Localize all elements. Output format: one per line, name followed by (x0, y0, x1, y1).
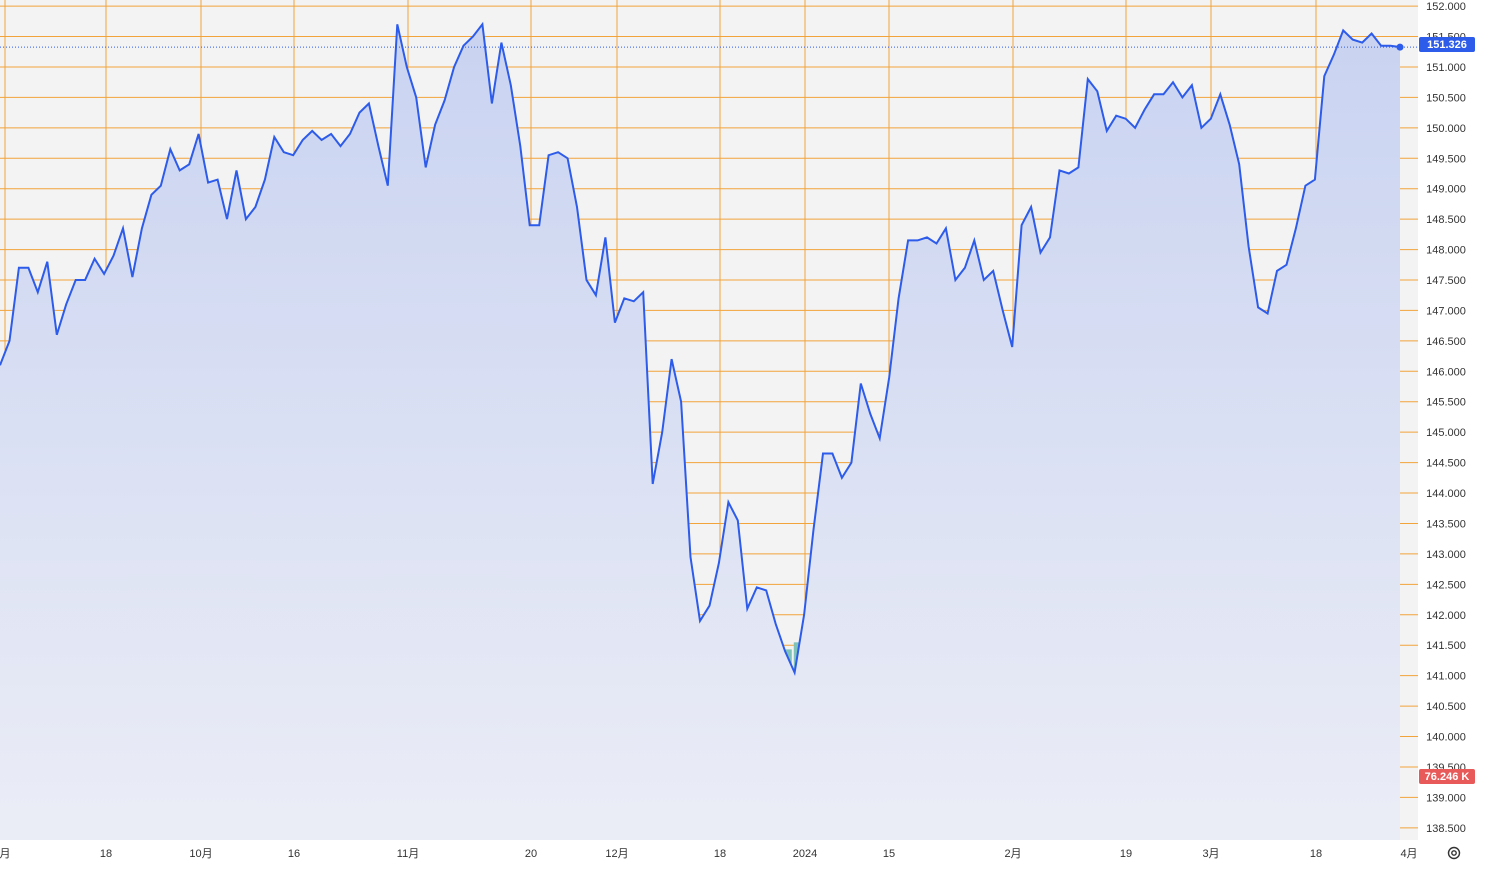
y-tick-label: 149.500 (1426, 153, 1466, 165)
y-tick-label: 143.000 (1426, 549, 1466, 561)
x-tick-label: 12月 (605, 848, 628, 860)
y-tick-label: 138.500 (1426, 823, 1466, 835)
x-tick-label: 4月 (1400, 848, 1417, 860)
y-tick-label: 141.000 (1426, 671, 1466, 683)
price-area-fill (0, 24, 1400, 841)
y-tick-label: 146.500 (1426, 336, 1466, 348)
price-line (0, 21, 1401, 677)
x-tick-label: 10月 (189, 848, 212, 860)
gear-icon[interactable] (1447, 846, 1461, 860)
x-tick-label: 19 (1120, 848, 1132, 860)
x-tick-label: 3月 (1202, 848, 1219, 860)
x-tick-label: 18 (100, 848, 112, 860)
y-tick-label: 147.000 (1426, 305, 1466, 317)
y-tick-label: 145.000 (1426, 427, 1466, 439)
x-tick-label: 2月 (1004, 848, 1021, 860)
y-tick-label: 152.000 (1426, 1, 1466, 13)
y-axis: 138.500139.000139.500140.000140.500141.0… (1426, 1, 1466, 835)
y-tick-label: 143.500 (1426, 518, 1466, 530)
y-tick-label: 140.500 (1426, 701, 1466, 713)
x-axis: 月 18 10月 16 11月 20 12月 18 2024 15 2月 19 3月 18 4月 (0, 848, 1418, 860)
y-tick-label: 150.000 (1426, 123, 1466, 135)
last-price-dot (1396, 43, 1404, 51)
y-tick-label: 146.000 (1426, 366, 1466, 378)
y-tick-label: 139.000 (1426, 792, 1466, 804)
x-tick-label: 月 (0, 848, 11, 860)
volume-label-text: 76.246 K (1425, 771, 1470, 783)
price-label-text: 151.326 (1427, 39, 1467, 51)
x-tick-label: 20 (525, 848, 537, 860)
x-tick-label: 18 (714, 848, 726, 860)
y-tick-label: 147.500 (1426, 275, 1466, 287)
x-tick-label: 2024 (793, 848, 817, 860)
y-tick-label: 150.500 (1426, 92, 1466, 104)
x-tick-label: 18 (1310, 848, 1322, 860)
volume-label: 76.246 K (1419, 769, 1475, 784)
y-tick-label: 144.000 (1426, 488, 1466, 500)
y-tick-label: 142.500 (1426, 579, 1466, 591)
x-tick-label: 11月 (397, 848, 419, 860)
y-tick-label: 145.500 (1426, 397, 1466, 409)
y-tick-label: 140.000 (1426, 732, 1466, 744)
y-tick-label: 151.000 (1426, 62, 1466, 74)
x-tick-label: 15 (883, 848, 895, 860)
y-tick-label: 141.500 (1426, 640, 1466, 652)
y-tick-label: 142.000 (1426, 610, 1466, 622)
y-tick-label: 148.000 (1426, 245, 1466, 257)
y-tick-label: 148.500 (1426, 214, 1466, 226)
y-tick-label: 149.000 (1426, 184, 1466, 196)
x-tick-label: 16 (288, 848, 300, 860)
price-label: 151.326 (1419, 37, 1475, 52)
y-tick-label: 144.500 (1426, 458, 1466, 470)
